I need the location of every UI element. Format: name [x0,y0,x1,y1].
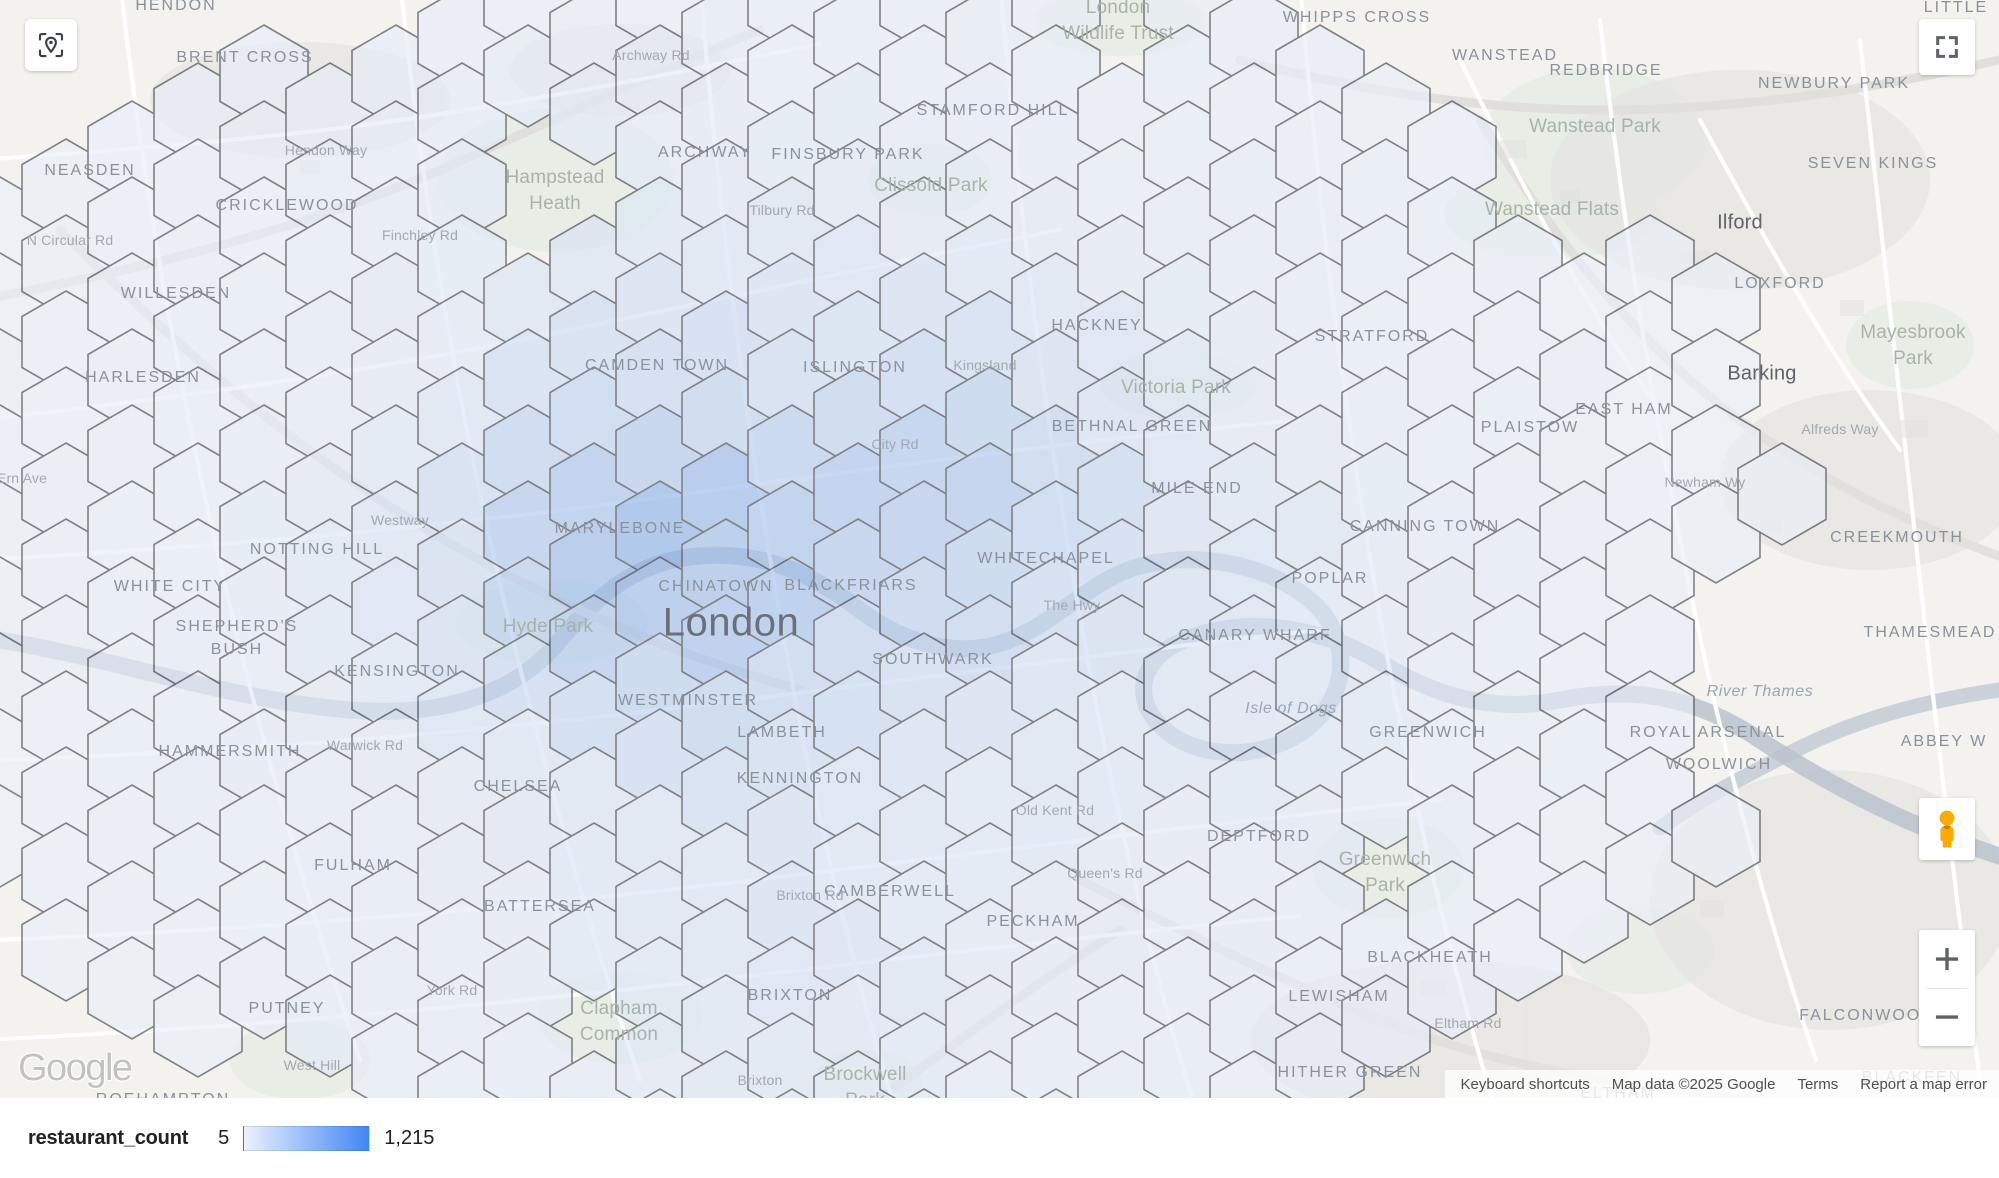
zoom-controls [1919,930,1975,1046]
zoom-in-button[interactable] [1919,930,1975,988]
recenter-map-button[interactable] [25,19,77,71]
report-map-error-link[interactable]: Report a map error [1860,1075,1987,1093]
legend-color-ramp [243,1125,371,1151]
hexagon-cell[interactable] [1737,442,1827,546]
hexagon-choropleth-layer[interactable] [0,0,1999,1098]
hexagon-cell[interactable] [748,1088,836,1098]
google-watermark: Google [18,1047,133,1089]
street-view-pegman-button[interactable] [1919,798,1975,860]
legend-min-value: 5 [218,1126,230,1149]
hexagon-cell[interactable] [1671,784,1761,888]
terms-link[interactable]: Terms [1797,1075,1839,1093]
pegman-icon [1939,810,1955,848]
fullscreen-button[interactable] [1919,19,1975,75]
map-attribution-bar: Keyboard shortcuts Map data ©2025 Google… [1444,1070,1999,1098]
zoom-divider [1927,988,1967,989]
minus-icon [1935,1015,1959,1019]
fullscreen-icon [1936,36,1958,58]
legend-max-value: 1,215 [384,1126,435,1149]
google-map-canvas[interactable]: HENDON BRENT CROSS NEASDEN CRICKLEWOOD WILLE… [0,0,1999,1099]
map-data-copyright: Map data ©2025 Google [1611,1075,1776,1093]
hexagon-cell[interactable] [880,1088,968,1098]
zoom-out-button[interactable] [1919,988,1975,1046]
legend: restaurant_count 5 1,215 [0,1098,1999,1178]
hexagon-cell[interactable] [1012,1088,1100,1098]
hexagon-cell[interactable] [616,1088,704,1098]
legend-title: restaurant_count [28,1126,189,1149]
hexagon-cells [0,0,1827,1098]
keyboard-shortcuts-link[interactable]: Keyboard shortcuts [1460,1075,1590,1093]
plus-icon [1935,947,1959,971]
location-pin-focus-icon [38,32,64,58]
